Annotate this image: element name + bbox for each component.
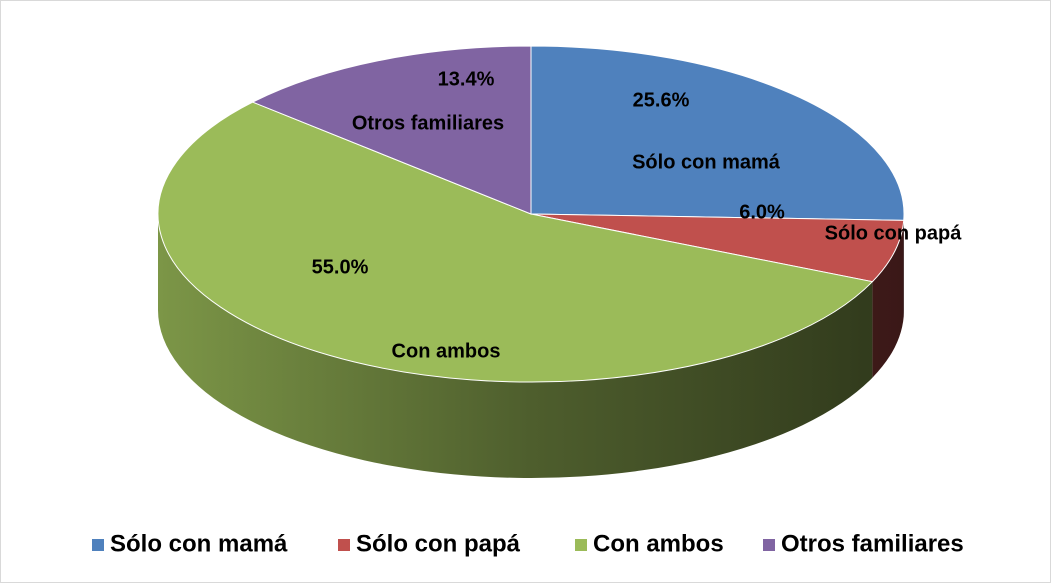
legend-swatch — [575, 539, 587, 551]
slice-side — [872, 220, 904, 378]
slice-label: Con ambos — [392, 340, 501, 362]
legend-label: Otros familiares — [781, 530, 964, 557]
slice-side — [158, 214, 873, 479]
pie-slice — [530, 45, 905, 221]
data-label: 13.4% — [438, 68, 495, 90]
legend-label: Sólo con papá — [356, 530, 521, 557]
slice-label: Sólo con papá — [825, 222, 963, 244]
pie-slice — [157, 101, 874, 383]
legend-swatch — [92, 539, 104, 551]
legend-swatch — [763, 539, 775, 551]
data-label: 6.0% — [739, 201, 785, 223]
slice-label: Sólo con mamá — [632, 151, 781, 173]
data-label: 25.6% — [633, 89, 690, 111]
legend-label: Sólo con mamá — [110, 530, 288, 557]
pie-slice — [251, 45, 532, 215]
legend-swatch — [338, 539, 350, 551]
pie-slice — [530, 213, 905, 283]
slice-label: Otros familiares — [352, 112, 504, 134]
data-label: 55.0% — [312, 256, 369, 278]
legend-label: Con ambos — [593, 530, 724, 557]
